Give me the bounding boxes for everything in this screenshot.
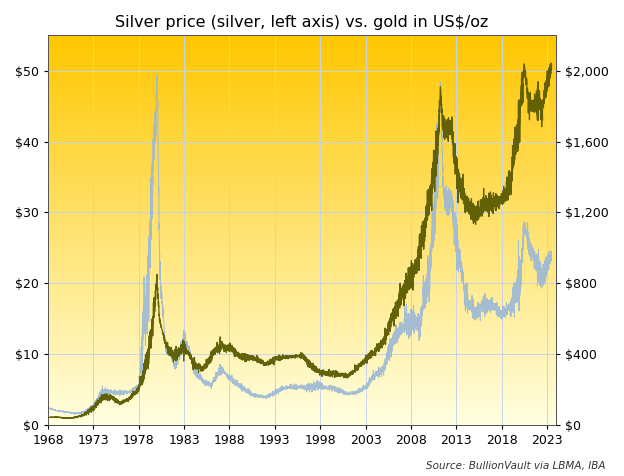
Text: Source: BullionVault via LBMA, IBA: Source: BullionVault via LBMA, IBA <box>426 461 605 471</box>
Title: Silver price (silver, left axis) vs. gold in US$/oz: Silver price (silver, left axis) vs. gol… <box>115 15 489 30</box>
